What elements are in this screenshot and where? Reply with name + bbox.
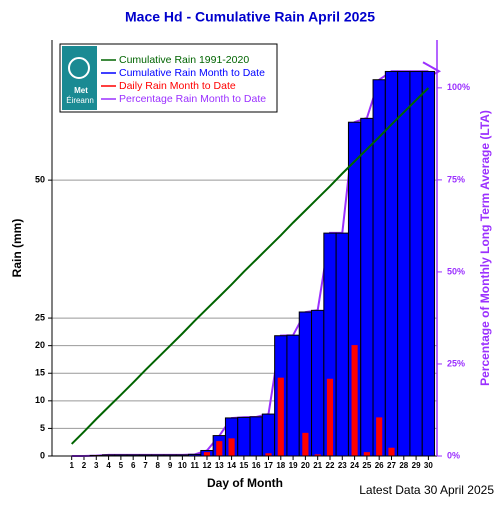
y2-tick-label: 75% (447, 174, 465, 184)
bar (228, 438, 235, 456)
bar (363, 452, 370, 456)
x-axis-label: Day of Month (207, 476, 283, 490)
y2-tick-label: 50% (447, 266, 465, 276)
x-tick-label: 20 (301, 461, 310, 470)
x-tick-label: 3 (94, 461, 99, 470)
y-tick-label: 5 (40, 423, 45, 433)
chart-title: Mace Hd - Cumulative Rain April 2025 (125, 9, 375, 25)
bar (203, 452, 211, 456)
y-tick-label: 50 (35, 175, 45, 185)
bar (314, 454, 321, 456)
bar (335, 232, 349, 457)
x-tick-label: 17 (264, 461, 273, 470)
x-tick-label: 16 (252, 461, 261, 470)
x-tick-label: 15 (239, 461, 248, 470)
x-tick-label: 28 (399, 461, 408, 470)
x-tick-label: 26 (375, 461, 384, 470)
x-tick-label: 5 (119, 461, 124, 470)
x-tick-label: 18 (276, 461, 285, 470)
x-tick-label: 30 (424, 461, 433, 470)
logo-text: Éireann (66, 96, 94, 105)
bar (409, 70, 423, 457)
bar (265, 453, 272, 456)
x-tick-label: 22 (326, 461, 335, 470)
bar (311, 309, 325, 457)
x-tick-label: 9 (168, 461, 173, 470)
y-tick-label: 25 (35, 312, 45, 322)
x-tick-label: 7 (143, 461, 148, 470)
x-tick-label: 11 (190, 461, 199, 470)
x-tick-label: 14 (227, 461, 236, 470)
y2-tick-label: 25% (447, 358, 465, 368)
x-tick-label: 25 (362, 461, 371, 470)
bar (216, 441, 223, 456)
bar (249, 416, 263, 457)
x-tick-label: 27 (387, 461, 396, 470)
x-tick-label: 21 (313, 461, 322, 470)
x-tick-label: 1 (69, 461, 74, 470)
bar (421, 70, 436, 457)
bar (277, 377, 284, 456)
bar (261, 413, 276, 457)
y2-tick-label: 0% (447, 450, 460, 460)
bar (388, 447, 395, 456)
x-tick-label: 12 (203, 461, 212, 470)
bar (360, 117, 374, 457)
x-tick-label: 29 (412, 461, 421, 470)
legend: Met Éireann Cumulative Rain 1991-2020Cum… (59, 43, 278, 113)
y-tick-label: 0 (40, 450, 45, 460)
bar (302, 432, 309, 456)
y-tick-label: 10 (35, 395, 45, 405)
logo-text: Met (74, 86, 88, 95)
bar (326, 378, 334, 456)
x-tick-label: 13 (215, 461, 224, 470)
x-tick-label: 2 (82, 461, 87, 470)
y2-axis-label: Percentage of Monthly Long Term Average … (478, 110, 492, 386)
logo-swirl (68, 57, 90, 79)
legend-label: Cumulative Rain Month to Date (119, 67, 265, 79)
x-tick-label: 24 (350, 461, 359, 470)
x-tick-label: 6 (131, 461, 136, 470)
footer: Latest Data 30 April 2025 (359, 483, 494, 497)
y-tick-label: 20 (35, 340, 45, 350)
x-tick-label: 19 (289, 461, 298, 470)
x-tick-label: 23 (338, 461, 347, 470)
legend-label: Percentage Rain Month to Date (119, 93, 266, 105)
legend-label: Daily Rain Month to Date (119, 80, 236, 92)
bar (351, 345, 358, 456)
bar (286, 334, 300, 457)
y-tick-label: 15 (35, 368, 45, 378)
plot-area (48, 40, 442, 460)
line (70, 87, 430, 445)
bar (397, 70, 411, 457)
x-tick-label: 4 (106, 461, 111, 470)
bar (376, 417, 383, 456)
x-tick-label: 10 (178, 461, 187, 470)
y2-tick-label: 100% (447, 82, 470, 92)
legend-label: Cumulative Rain 1991-2020 (119, 54, 249, 66)
bar (237, 416, 251, 457)
x-tick-label: 8 (156, 461, 161, 470)
y-axis-label: Rain (mm) (10, 219, 24, 278)
